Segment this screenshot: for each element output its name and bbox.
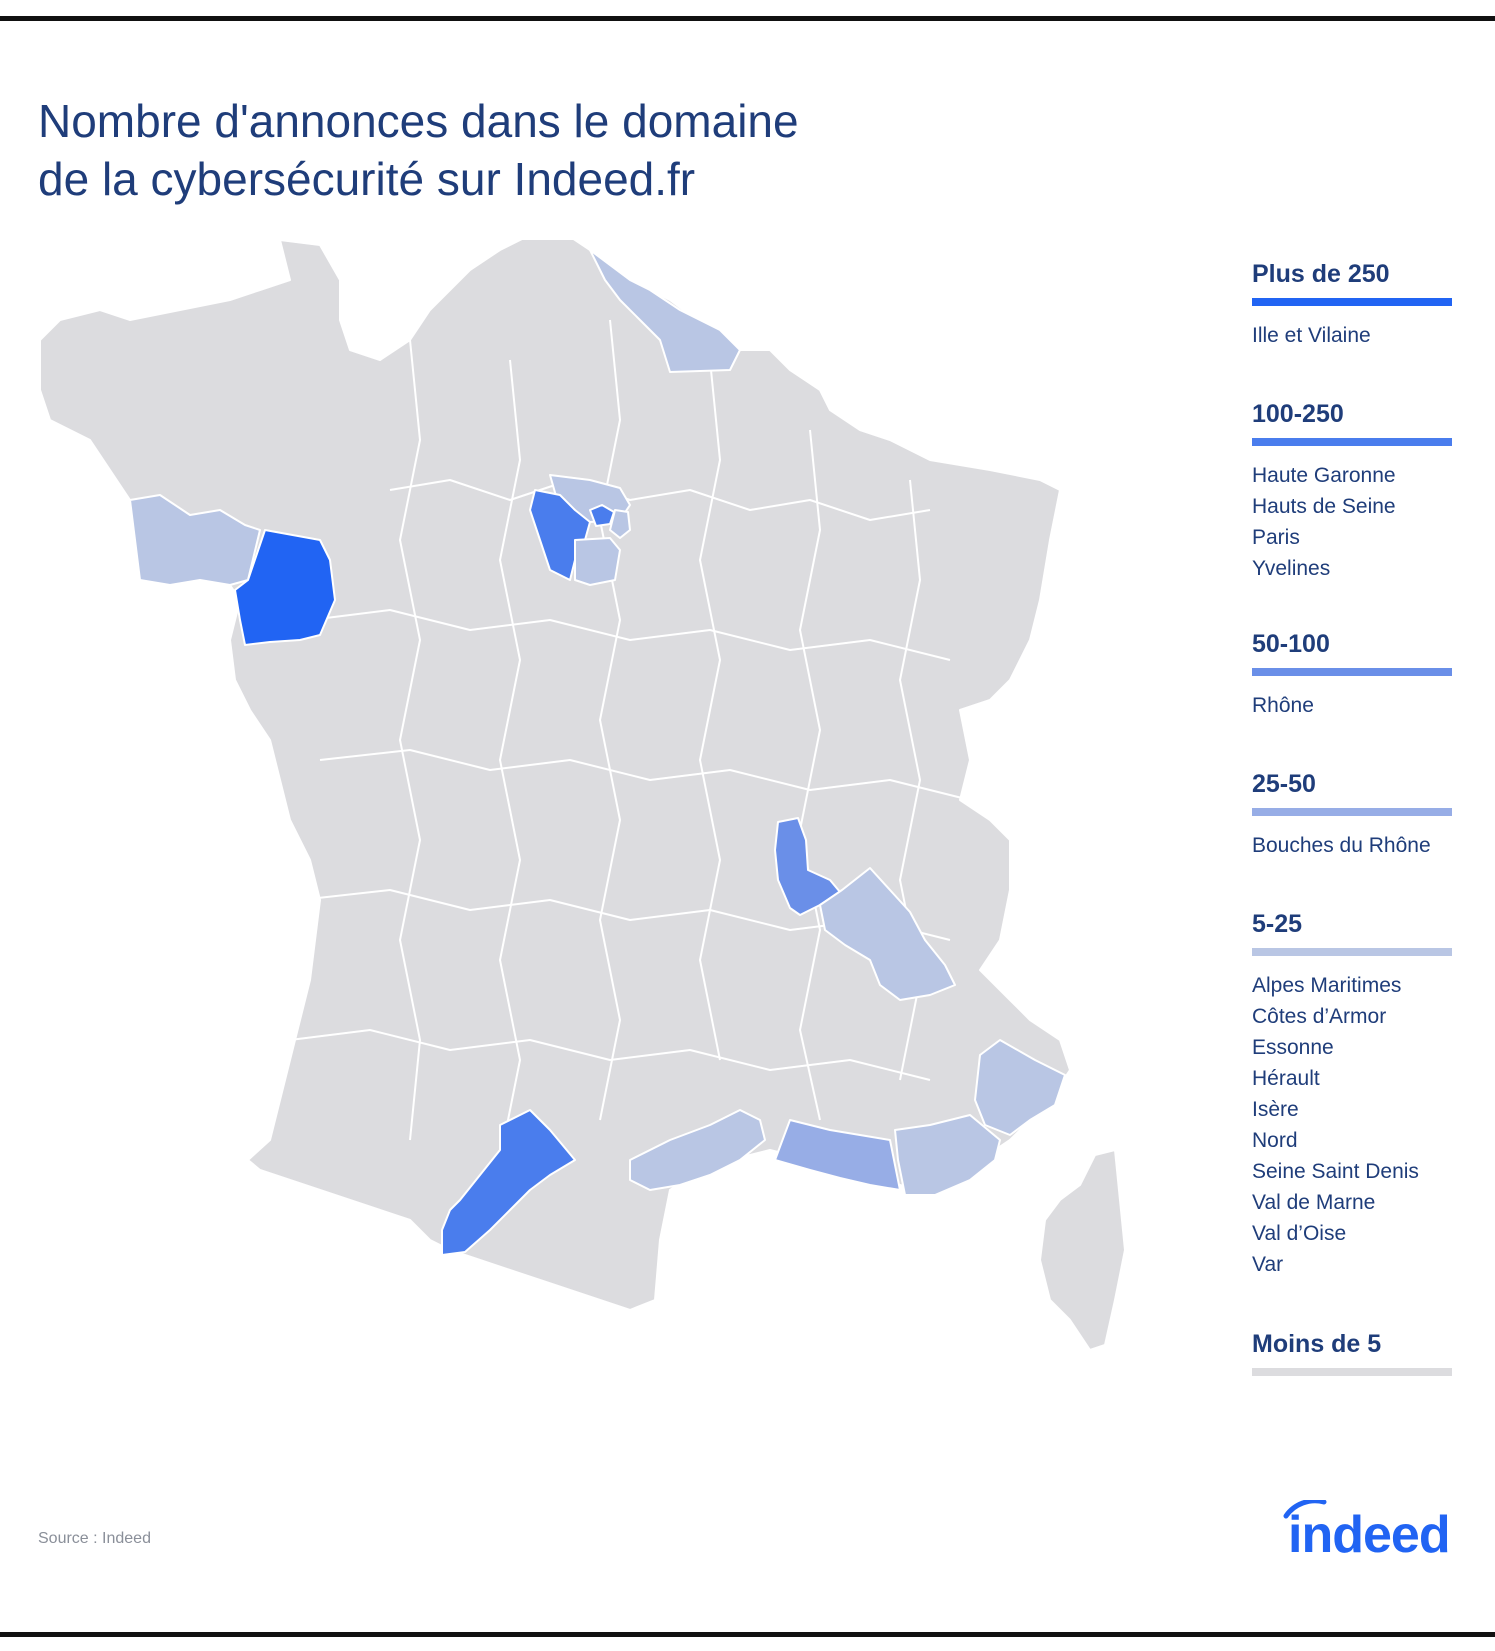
region-haute-garonne	[441, 1109, 576, 1256]
legend-item: Val de Marne	[1252, 1191, 1376, 1214]
legend-item: Haute Garonne	[1252, 464, 1396, 487]
region-val-de-marne	[609, 509, 631, 539]
page-title: Nombre d'annonces dans le domaine de la …	[38, 92, 878, 208]
top-rule	[0, 16, 1495, 21]
legend-item: Val d’Oise	[1252, 1222, 1347, 1245]
legend-item: Isère	[1252, 1098, 1299, 1121]
legend-item: Alpes Maritimes	[1252, 974, 1402, 997]
legend-item: Seine Saint Denis	[1252, 1160, 1419, 1183]
legend-item: Paris	[1252, 526, 1300, 549]
legend-swatch	[1252, 438, 1452, 446]
legend-heading: Moins de 5	[1252, 1330, 1382, 1358]
region-paris	[589, 504, 615, 527]
indeed-logo: indeed	[1283, 1500, 1451, 1560]
region-essonne	[574, 537, 621, 586]
legend-item: Hauts de Seine	[1252, 495, 1396, 518]
region-alpes-maritimes	[974, 1039, 1066, 1136]
legend-heading: 25-50	[1252, 770, 1316, 798]
legend-swatch	[1252, 668, 1452, 676]
region-nord	[589, 249, 741, 373]
region-herault	[629, 1109, 766, 1191]
region-bouches-du-rhone	[774, 1119, 901, 1191]
legend-swatch	[1252, 808, 1452, 816]
region-cotes-darmor	[129, 494, 261, 586]
title-line-2: de la cybersécurité sur Indeed.fr	[38, 153, 696, 205]
legend-item: Yvelines	[1252, 557, 1331, 580]
legend-item: Rhône	[1252, 694, 1314, 717]
legend-swatch	[1252, 948, 1452, 956]
france-map	[39, 240, 1126, 1351]
legend-item: Côtes d’Armor	[1252, 1005, 1387, 1028]
region-var	[894, 1114, 1001, 1196]
legend-group-moins-5: Moins de 5	[1252, 1328, 1457, 1388]
legend-group-5-25: 5-25 Alpes Maritimes Côtes d’Armor Esson…	[1252, 908, 1457, 1328]
legend-group-25-50: 25-50 Bouches du Rhône	[1252, 768, 1457, 908]
bottom-rule	[0, 1632, 1495, 1637]
region-isere	[819, 867, 956, 1001]
region-corse	[1039, 1149, 1126, 1351]
source-note: Source : Indeed	[38, 1530, 151, 1547]
legend-group-50-100: 50-100 Rhône	[1252, 628, 1457, 768]
legend-item: Bouches du Rhône	[1252, 834, 1431, 857]
legend-item: Essonne	[1252, 1036, 1334, 1059]
legend-group-100-250: 100-250 Haute Garonne Hauts de Seine Par…	[1252, 398, 1457, 628]
legend: Plus de 250 Ille et Vilaine 100-250 Haut…	[1252, 258, 1457, 1388]
legend-heading: Plus de 250	[1252, 260, 1390, 288]
legend-swatch	[1252, 298, 1452, 306]
legend-group-plus-250: Plus de 250 Ille et Vilaine	[1252, 258, 1457, 398]
legend-heading: 50-100	[1252, 630, 1330, 658]
region-ille-et-vilaine	[234, 529, 336, 646]
legend-item: Ille et Vilaine	[1252, 324, 1371, 347]
logo-text: indeed	[1288, 1506, 1450, 1560]
legend-item: Hérault	[1252, 1067, 1320, 1090]
legend-item: Nord	[1252, 1129, 1298, 1152]
legend-heading: 100-250	[1252, 400, 1344, 428]
legend-item: Var	[1252, 1253, 1284, 1276]
legend-swatch	[1252, 1368, 1452, 1376]
legend-heading: 5-25	[1252, 910, 1303, 938]
title-line-1: Nombre d'annonces dans le domaine	[38, 95, 799, 147]
